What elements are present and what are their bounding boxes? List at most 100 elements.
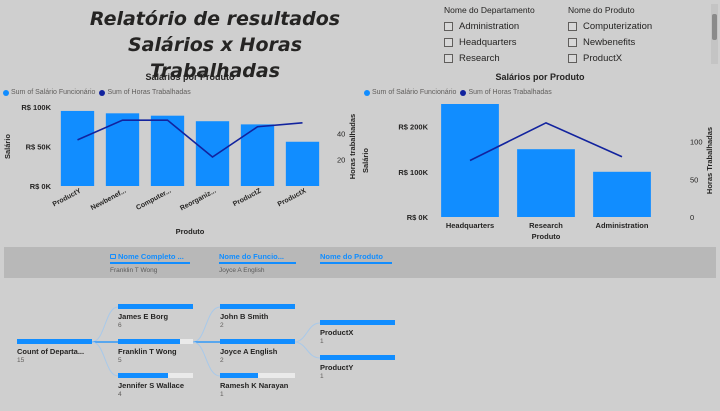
legend-item-salary[interactable]: Sum of Salário Funcionário [3, 89, 95, 96]
chart-bar[interactable] [240, 124, 275, 186]
tree-node-value: 4 [118, 391, 122, 398]
report-title: Relatório de resultados Salários x Horas… [60, 6, 370, 84]
tree-node-level2[interactable]: Joyce A English 2 [220, 339, 295, 364]
chart-bar[interactable] [593, 171, 651, 217]
tree-node-value: 15 [17, 357, 25, 364]
checkbox-icon[interactable] [568, 37, 577, 47]
tree-node-value: 2 [220, 357, 224, 364]
legend-dot-icon [460, 89, 467, 96]
tree-node-level3[interactable]: ProductX 1 [320, 320, 395, 345]
slicer-item-productx[interactable]: ProductX [568, 50, 703, 66]
y2-axis-title: Horas Trabalhadas [705, 127, 714, 194]
slicer-item-newbenefits[interactable]: Newbenefits [568, 34, 703, 50]
y2-axis-title: Horas trabalhadas [348, 114, 357, 179]
checkbox-icon[interactable] [568, 21, 577, 31]
slicer-item-research[interactable]: Research [444, 50, 564, 66]
slicer-item-label: Administration [459, 20, 520, 32]
column-header-label: Nome Completo ... [118, 252, 184, 261]
slicer-item-label: Research [459, 52, 500, 64]
tree-node-bar [220, 339, 295, 344]
x-tick-label: Research [529, 221, 563, 230]
y-axis-title: Salário [3, 134, 12, 159]
y-tick-label: R$ 50K [26, 143, 52, 152]
legend-item-hours[interactable]: Sum of Horas Trabalhadas [99, 89, 191, 96]
tree-node-bar [118, 339, 181, 344]
y-tick-label: R$ 200K [398, 123, 428, 132]
column-selected-value: Joyce A English [219, 267, 265, 274]
legend-item-salary[interactable]: Sum of Salário Funcionário [364, 89, 456, 96]
chart-bar[interactable] [60, 110, 95, 186]
slicer-item-administration[interactable]: Administration [444, 18, 564, 34]
y-tick-label: R$ 100K [398, 168, 428, 177]
x-tick-label: ProductZ [232, 187, 263, 208]
tree-node-level2[interactable]: John B Smith 2 [220, 304, 295, 329]
connector-line [91, 306, 119, 343]
y2-tick-label: 40 [337, 129, 345, 138]
x-tick-label: Administration [596, 221, 649, 230]
legend-label: Sum of Salário Funcionário [372, 89, 457, 96]
legend-dot-icon [364, 89, 370, 96]
tree-node-bar [220, 373, 258, 378]
connector-line [192, 341, 221, 377]
tree-node-value: 1 [320, 373, 324, 380]
column-header[interactable]: Nome do Produto [320, 252, 392, 264]
chart-bar[interactable] [150, 115, 185, 186]
y2-tick-label: 100 [690, 138, 703, 147]
chart-bar[interactable] [285, 141, 320, 186]
table-column-nome-produto[interactable]: Nome do Produto [320, 252, 392, 264]
tree-node-label: ProductY [320, 363, 354, 372]
x-tick-label: Computer... [135, 188, 172, 212]
report-title-line1: Relatório de resultados [89, 8, 341, 30]
tree-node-level1[interactable]: Jennifer S Wallace 4 [118, 373, 193, 398]
slicer-department: Nome do Departamento Administration Head… [444, 5, 564, 66]
column-header[interactable]: Nome Completo ... [110, 252, 190, 264]
tree-node-level3[interactable]: ProductY 1 [320, 355, 395, 380]
chart1-title: Salários por Produto [145, 72, 235, 82]
checkbox-icon[interactable] [568, 53, 577, 63]
tree-node-value: 2 [220, 322, 224, 329]
legend-label: Sum of Horas Trabalhadas [107, 89, 191, 96]
x-tick-label: Newbenef... [90, 188, 128, 212]
tree-node-level1[interactable]: James E Borg 6 [118, 304, 193, 329]
slicer-product-header: Nome do Produto [568, 5, 635, 15]
x-axis-title: Produto [176, 227, 205, 236]
table-column-nome-completo[interactable]: Nome Completo ... Franklin T Wong [110, 252, 190, 274]
tree-node-label: Franklin T Wong [118, 347, 177, 356]
report-title-line2: Salários x Horas Trabalhadas [127, 34, 303, 82]
tree-node-root[interactable]: Count of Departa... 15 [17, 339, 92, 364]
checkbox-icon[interactable] [444, 37, 453, 47]
chart-bar[interactable] [105, 113, 140, 186]
slicer-item-label: Computerization [583, 20, 653, 32]
tree-node-bar [17, 339, 92, 344]
table-column-nome-funcionario[interactable]: Nome do Funcio... Joyce A English [219, 252, 296, 274]
tree-node-level1[interactable]: Franklin T Wong 5 [118, 339, 193, 364]
slicer-scrollbar-thumb[interactable] [712, 14, 717, 40]
chart2-legend: Sum of Salário Funcionário Sum of Horas … [364, 89, 556, 96]
y-axis-title: Salário [361, 148, 370, 173]
chart-bar[interactable] [517, 149, 575, 217]
connector-line [91, 341, 119, 377]
tree-node-label: ProductX [320, 328, 354, 337]
tree-node-bar [118, 373, 169, 378]
column-header[interactable]: Nome do Funcio... [219, 252, 296, 264]
chart1-legend: Sum of Salário Funcionário Sum of Horas … [3, 89, 195, 96]
checkbox-icon[interactable] [444, 21, 453, 31]
y-tick-label: R$ 100K [21, 103, 51, 112]
tree-node-bar [320, 355, 395, 360]
connector-line [293, 341, 321, 359]
tree-node-label: Count of Departa... [17, 347, 85, 356]
legend-item-hours[interactable]: Sum of Horas Trabalhadas [460, 89, 552, 96]
tree-node-label: Joyce A English [220, 347, 278, 356]
chart-bar[interactable] [195, 121, 230, 186]
chart2-svg: R$ 0K R$ 100K R$ 200K 0 50 100 Headquarters Res… [361, 104, 714, 241]
tree-connectors [91, 306, 321, 377]
slicer-item-headquarters[interactable]: Headquarters [444, 34, 564, 50]
tree-node-label: James E Borg [118, 312, 169, 321]
tree-node-level2[interactable]: Ramesh K Narayan 1 [220, 373, 295, 398]
slicer-item-label: ProductX [583, 52, 623, 64]
tree-node-label: Jennifer S Wallace [118, 381, 184, 390]
checkbox-icon[interactable] [444, 53, 453, 63]
x-tick-label: ProductX [277, 187, 308, 208]
y2-tick-label: 50 [690, 175, 698, 184]
slicer-item-computerization[interactable]: Computerization [568, 18, 703, 34]
